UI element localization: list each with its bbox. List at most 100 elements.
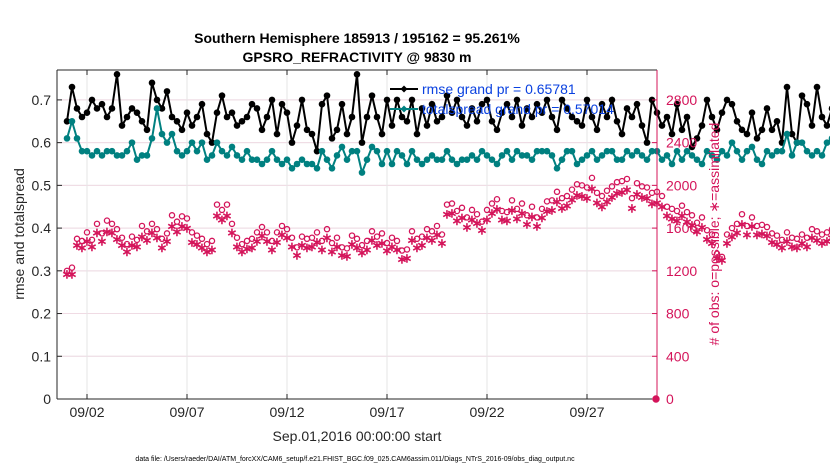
spread-point bbox=[438, 156, 446, 164]
rmse-point bbox=[708, 113, 716, 121]
spread-point bbox=[493, 160, 501, 168]
rmse-point bbox=[488, 117, 496, 125]
obs-assimilated-point: ∗ bbox=[692, 224, 703, 239]
obs-possible-point bbox=[583, 184, 591, 191]
rmse-point bbox=[228, 109, 236, 117]
obs-assimilated-point: ∗ bbox=[807, 230, 818, 245]
obs-assimilated-point: ∗ bbox=[367, 232, 378, 247]
obs-possible-point bbox=[183, 215, 191, 222]
spread-point bbox=[153, 105, 161, 112]
obs-assimilated-point: ∗ bbox=[92, 225, 103, 240]
obs-possible-point bbox=[263, 229, 271, 236]
rmse-point bbox=[333, 126, 341, 134]
rmse-point bbox=[183, 109, 191, 117]
obs-possible-point bbox=[658, 192, 666, 200]
obs-possible-point bbox=[403, 246, 411, 253]
spread-point bbox=[218, 147, 226, 155]
rmse-point bbox=[528, 113, 536, 121]
obs-assimilated-point: ∗ bbox=[542, 204, 553, 219]
rmse-point bbox=[133, 109, 141, 117]
obs-assimilated-point: ∗ bbox=[647, 196, 658, 211]
rmse-point bbox=[388, 122, 396, 129]
rmse-point bbox=[623, 105, 631, 112]
rmse-point bbox=[408, 96, 416, 104]
obs-possible-point bbox=[408, 228, 416, 235]
obs-possible-point bbox=[68, 264, 76, 271]
obs-assimilated-point: ∗ bbox=[407, 232, 418, 247]
obs-assimilated-point: ∗ bbox=[362, 242, 373, 257]
rmse-point bbox=[453, 96, 461, 104]
spread-point bbox=[78, 147, 86, 155]
obs-possible-point bbox=[728, 224, 736, 232]
spread-point bbox=[673, 147, 681, 155]
rmse-point bbox=[703, 96, 711, 104]
obs-possible-point bbox=[733, 220, 741, 228]
obs-possible-point bbox=[793, 235, 801, 243]
y-tick-label-left: 0.6 bbox=[32, 135, 52, 151]
obs-assimilated-point: ∗ bbox=[722, 236, 733, 251]
obs-possible-point bbox=[468, 206, 476, 214]
obs-possible-point bbox=[378, 230, 386, 237]
obs-possible-point bbox=[773, 232, 781, 239]
spread-point bbox=[213, 139, 221, 146]
rmse-point bbox=[343, 130, 351, 138]
rmse-point bbox=[538, 109, 546, 117]
rmse-point bbox=[733, 117, 741, 125]
rmse-point bbox=[593, 126, 601, 134]
spread-point bbox=[338, 143, 346, 151]
spread-point bbox=[398, 152, 406, 159]
rmse-point bbox=[668, 130, 676, 138]
obs-assimilated-point: ∗ bbox=[177, 218, 188, 233]
spread-point bbox=[303, 160, 311, 168]
rmse-point bbox=[603, 113, 611, 121]
legend-rmse-label: rmse grand pr = 0.65781 bbox=[422, 81, 576, 97]
y-tick-label-left: 0.4 bbox=[32, 220, 52, 236]
spread-point bbox=[538, 147, 546, 155]
obs-possible-point bbox=[273, 229, 281, 236]
obs-possible-point bbox=[123, 240, 131, 248]
rmse-point bbox=[188, 122, 196, 129]
rmse-point bbox=[803, 100, 811, 108]
obs-possible-point bbox=[278, 222, 286, 230]
spread-point bbox=[503, 147, 511, 155]
rmse-point bbox=[278, 100, 286, 108]
spread-point bbox=[638, 152, 646, 159]
spread-point bbox=[793, 139, 801, 146]
obs-possible-point bbox=[493, 195, 501, 203]
obs-assimilated-point: ∗ bbox=[97, 233, 108, 248]
obs-assimilated-point: ∗ bbox=[482, 212, 493, 227]
rmse-point bbox=[568, 113, 576, 121]
obs-assimilated-point: ∗ bbox=[587, 181, 598, 196]
rmse-point bbox=[503, 100, 511, 108]
obs-assimilated-point: ∗ bbox=[297, 238, 308, 253]
rmse-point bbox=[573, 117, 581, 125]
x-axis-label: Sep.01,2016 00:00:00 start bbox=[273, 428, 442, 444]
rmse-point bbox=[178, 126, 186, 134]
obs-possible-point bbox=[628, 194, 636, 202]
rmse-point bbox=[233, 122, 241, 129]
obs-assimilated-point: ∗ bbox=[452, 213, 463, 228]
data-file-footer: data file: /Users/raeder/DAI/ATM_forcXX/… bbox=[135, 456, 575, 463]
rmse-point bbox=[288, 139, 296, 146]
rmse-point bbox=[243, 113, 251, 121]
rmse-point bbox=[313, 147, 321, 155]
rmse-point bbox=[113, 70, 121, 78]
rmse-point bbox=[88, 96, 96, 104]
spread-point bbox=[468, 152, 476, 159]
spread-point bbox=[558, 156, 566, 164]
spread-point bbox=[573, 160, 581, 168]
obs-possible-point bbox=[388, 234, 396, 241]
rmse-point bbox=[138, 117, 146, 125]
obs-possible-point bbox=[828, 226, 830, 232]
rmse-point bbox=[253, 105, 261, 112]
obs-assimilated-point: ∗ bbox=[287, 239, 298, 254]
spread-point bbox=[388, 160, 396, 168]
spread-point bbox=[283, 156, 291, 164]
obs-possible-point bbox=[163, 230, 171, 237]
obs-possible-point bbox=[318, 237, 326, 245]
spread-point bbox=[588, 147, 596, 155]
spread-point bbox=[683, 147, 691, 155]
obs-assimilated-point: ∗ bbox=[412, 240, 423, 255]
spread-point bbox=[423, 156, 431, 164]
